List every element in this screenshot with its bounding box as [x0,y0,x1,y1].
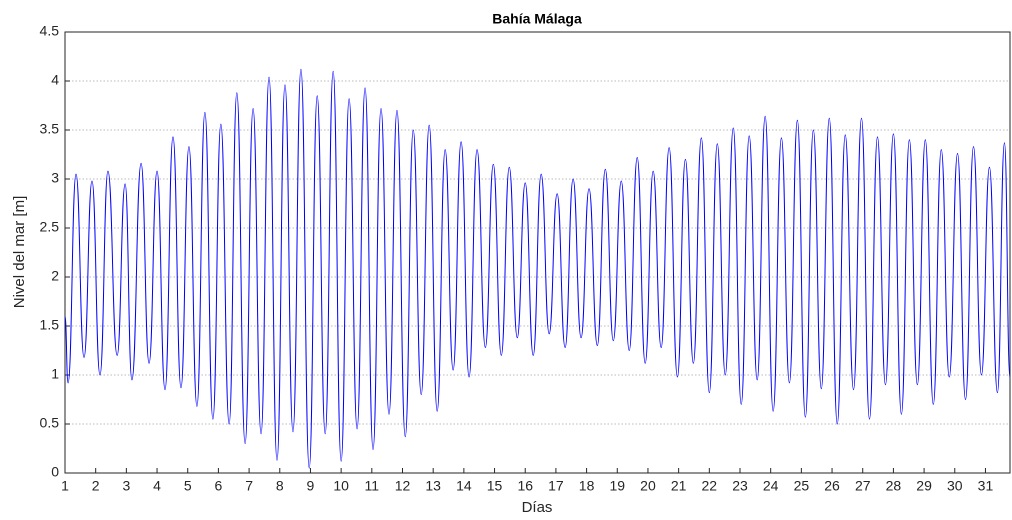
x-tick-label: 20 [640,478,656,494]
x-tick-label: 13 [425,478,441,494]
chart-title: Bahía Málaga [492,11,582,27]
plot-frame [64,31,1011,474]
x-tick-label: 2 [92,478,100,494]
x-tick-label: 24 [763,478,779,494]
y-tick-label: 3 [51,170,59,186]
x-tick-label: 19 [609,478,625,494]
x-tick-label: 26 [824,478,840,494]
y-tick-label: 1.5 [40,317,60,333]
x-tick-label: 31 [978,478,994,494]
x-tick-label: 7 [245,478,253,494]
x-tick-label: 17 [548,478,564,494]
x-tick-label: 4 [153,478,161,494]
x-axis-label: Días [522,499,553,516]
x-tick-label: 29 [916,478,932,494]
x-tick-label: 1 [61,478,69,494]
x-tick-label: 6 [215,478,223,494]
y-tick-label: 0 [51,464,59,480]
x-tick-label: 18 [579,478,595,494]
y-tick-label: 2 [51,268,59,284]
y-tick-label: 3.5 [40,121,60,137]
x-tick-label: 16 [517,478,533,494]
y-axis-label: Nivel del mar [m] [11,196,28,309]
x-tick-label: 9 [307,478,315,494]
y-tick-label: 1 [51,366,59,382]
line [64,68,1011,469]
x-tick-label: 14 [456,478,472,494]
y-tick-label: 4.5 [40,23,60,39]
x-tick-label: 21 [671,478,687,494]
x-tick-label: 23 [732,478,748,494]
y-tick-label: 4 [51,72,59,88]
x-tick-label: 15 [487,478,503,494]
x-tick-label: 5 [184,478,192,494]
x-tick-label: 22 [702,478,718,494]
y-tick-label: 2.5 [40,219,60,235]
x-tick-label: 28 [886,478,902,494]
x-tick-label: 27 [855,478,871,494]
x-tick-label: 11 [365,478,380,494]
x-tick-label: 3 [122,478,130,494]
y-tick-label: 0.5 [40,415,60,431]
x-tick-label: 30 [947,478,963,494]
x-tick-label: 10 [333,478,349,494]
x-tick-label: 8 [276,478,284,494]
x-tick-label: 25 [794,478,810,494]
x-tick-label: 12 [395,478,411,494]
